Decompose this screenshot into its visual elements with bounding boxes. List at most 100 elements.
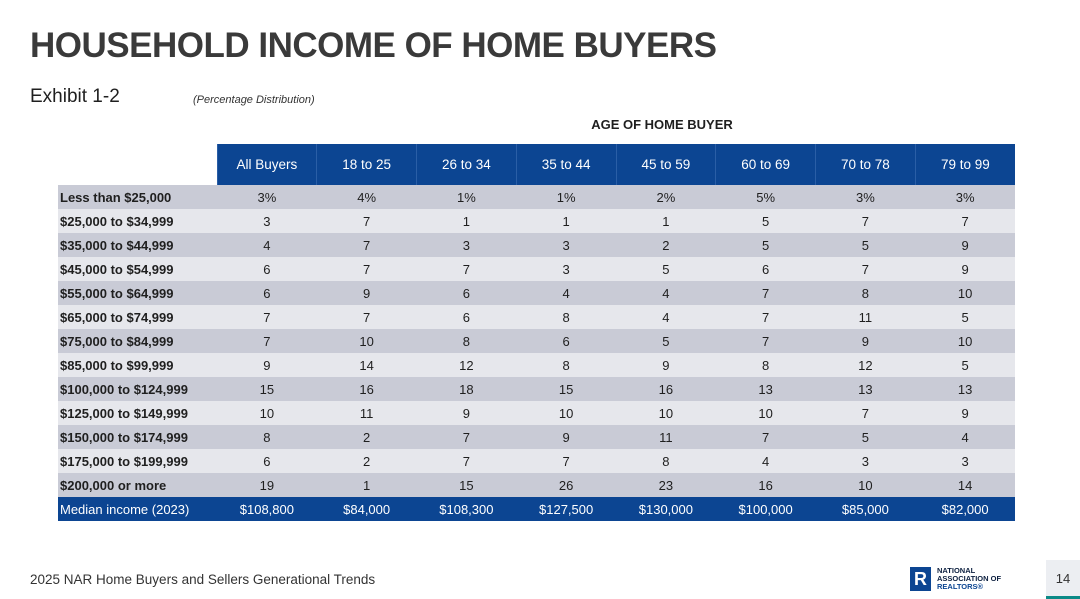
table-cell: 1 bbox=[416, 209, 517, 233]
table-cell: 16 bbox=[616, 377, 716, 401]
table-cell: 9 bbox=[915, 233, 1015, 257]
logo-text: NATIONAL ASSOCIATION OF REALTORS® bbox=[937, 567, 1001, 591]
table-row: $175,000 to $199,999 6 2 7 7 8 4 3 3 bbox=[58, 449, 1015, 473]
table-cell: 4 bbox=[915, 425, 1015, 449]
table-cell: 3% bbox=[915, 185, 1015, 209]
table-cell: 9 bbox=[915, 257, 1015, 281]
table-cell: 1% bbox=[416, 185, 517, 209]
table-cell: 5 bbox=[815, 425, 916, 449]
table-cell: 8 bbox=[815, 281, 916, 305]
table-cell: 7 bbox=[416, 425, 517, 449]
table-cell: 4 bbox=[616, 305, 716, 329]
table-cell: $108,800 bbox=[217, 497, 317, 521]
row-label: $35,000 to $44,999 bbox=[58, 233, 217, 257]
table-body: Less than $25,000 3% 4% 1% 1% 2% 5% 3% 3% $25,000… bbox=[58, 185, 1015, 521]
page-title: HOUSEHOLD INCOME OF HOME BUYERS bbox=[30, 26, 717, 65]
table-cell: 7 bbox=[815, 209, 916, 233]
table-cell: 12 bbox=[815, 353, 916, 377]
table-cell: 5 bbox=[715, 233, 816, 257]
table-cell: 6 bbox=[217, 281, 317, 305]
table-cell: 10 bbox=[815, 473, 916, 497]
table-cell: 9 bbox=[416, 401, 517, 425]
table-cell: 2 bbox=[616, 233, 716, 257]
table-cell: $130,000 bbox=[616, 497, 716, 521]
logo-line-2: ASSOCIATION OF bbox=[937, 574, 1002, 583]
table-cell: 4 bbox=[616, 281, 716, 305]
table-cell: $85,000 bbox=[815, 497, 916, 521]
table-cell: 23 bbox=[616, 473, 716, 497]
realtor-r-icon bbox=[910, 567, 931, 591]
table-cell: 3% bbox=[815, 185, 916, 209]
exhibit-label: Exhibit 1-2 bbox=[30, 86, 120, 107]
table-cell: 7 bbox=[715, 329, 816, 353]
column-header: 26 to 34 bbox=[416, 144, 517, 185]
column-header: 45 to 59 bbox=[615, 144, 716, 185]
table-row: $125,000 to $149,999 10 11 9 10 10 10 7 9 bbox=[58, 401, 1015, 425]
logo-line-1: NATIONAL bbox=[937, 566, 976, 575]
table-cell: 18 bbox=[416, 377, 517, 401]
table-row: $55,000 to $64,999 6 9 6 4 4 7 8 10 bbox=[58, 281, 1015, 305]
table-cell: 1 bbox=[516, 209, 616, 233]
table-cell: 9 bbox=[915, 401, 1015, 425]
table-cell: 10 bbox=[316, 329, 417, 353]
table-cell: 7 bbox=[316, 209, 417, 233]
table-cell: 8 bbox=[217, 425, 317, 449]
table-cell: $108,300 bbox=[416, 497, 517, 521]
table-cell: 11 bbox=[815, 305, 916, 329]
table-cell: 7 bbox=[715, 281, 816, 305]
table-cell: 8 bbox=[616, 449, 716, 473]
table-cell: 16 bbox=[316, 377, 417, 401]
table-cell: 6 bbox=[217, 449, 317, 473]
row-label: Less than $25,000 bbox=[58, 185, 217, 209]
subtitle: (Percentage Distribution) bbox=[193, 94, 315, 106]
header-row: All Buyers 18 to 25 26 to 34 35 to 44 45 to … bbox=[58, 144, 1015, 185]
table-cell: 7 bbox=[715, 425, 816, 449]
table-cell: 7 bbox=[217, 305, 317, 329]
table-cell: 13 bbox=[715, 377, 816, 401]
table-cell: 14 bbox=[915, 473, 1015, 497]
table-cell: 9 bbox=[616, 353, 716, 377]
logo-line-3: REALTORS® bbox=[937, 582, 984, 591]
table-cell: 7 bbox=[416, 257, 517, 281]
table-cell: 15 bbox=[516, 377, 616, 401]
row-label: $125,000 to $149,999 bbox=[58, 401, 217, 425]
row-label: $150,000 to $174,999 bbox=[58, 425, 217, 449]
row-label: $45,000 to $54,999 bbox=[58, 257, 217, 281]
table-row: $35,000 to $44,999 4 7 3 3 2 5 5 9 bbox=[58, 233, 1015, 257]
table-cell: 8 bbox=[416, 329, 517, 353]
table-cell: 15 bbox=[416, 473, 517, 497]
table-row: $200,000 or more 19 1 15 26 23 16 10 14 bbox=[58, 473, 1015, 497]
table-cell: 3 bbox=[516, 233, 616, 257]
table-cell: 3 bbox=[516, 257, 616, 281]
table-cell: 3 bbox=[815, 449, 916, 473]
table-row: $45,000 to $54,999 6 7 7 3 5 6 7 9 bbox=[58, 257, 1015, 281]
table-cell: 1% bbox=[516, 185, 616, 209]
row-label: $75,000 to $84,999 bbox=[58, 329, 217, 353]
table-cell: 2% bbox=[616, 185, 716, 209]
table-cell: 4% bbox=[316, 185, 417, 209]
table-cell: 5% bbox=[715, 185, 816, 209]
table-cell: 1 bbox=[316, 473, 417, 497]
table-cell: 10 bbox=[217, 401, 317, 425]
row-label: $200,000 or more bbox=[58, 473, 217, 497]
table-header: All Buyers 18 to 25 26 to 34 35 to 44 45 to … bbox=[58, 144, 1015, 185]
table-cell: 7 bbox=[416, 449, 517, 473]
row-label: $55,000 to $64,999 bbox=[58, 281, 217, 305]
table-row: Less than $25,000 3% 4% 1% 1% 2% 5% 3% 3% bbox=[58, 185, 1015, 209]
table-cell: 19 bbox=[217, 473, 317, 497]
column-header: 60 to 69 bbox=[715, 144, 816, 185]
table-cell: 6 bbox=[516, 329, 616, 353]
table-cell: 4 bbox=[516, 281, 616, 305]
table-cell: 4 bbox=[715, 449, 816, 473]
table-cell: $100,000 bbox=[715, 497, 816, 521]
table-cell: 9 bbox=[316, 281, 417, 305]
table-cell: 7 bbox=[915, 209, 1015, 233]
median-row: Median income (2023) $108,800 $84,000 $108,… bbox=[58, 497, 1015, 521]
row-label: Median income (2023) bbox=[58, 497, 217, 521]
table-cell: 6 bbox=[217, 257, 317, 281]
column-header: 18 to 25 bbox=[316, 144, 417, 185]
table-cell: 10 bbox=[915, 281, 1015, 305]
table-cell: 5 bbox=[616, 329, 716, 353]
page-number: 14 bbox=[1046, 560, 1080, 599]
table-cell: 11 bbox=[616, 425, 716, 449]
